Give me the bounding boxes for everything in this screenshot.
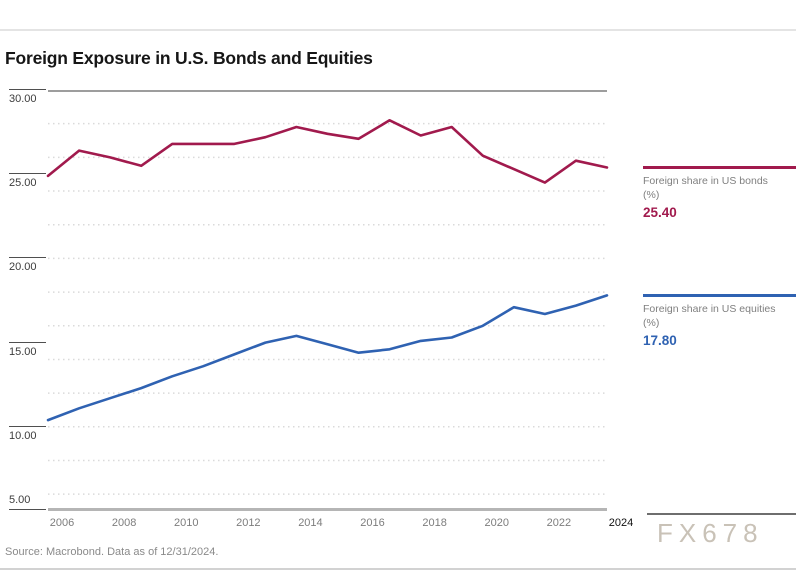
x-tick-2024: 2024 (608, 517, 634, 529)
x-tick-2020: 2020 (484, 517, 509, 529)
watermark-logo: FX678 (657, 517, 764, 548)
watermark: FX678 (647, 513, 796, 549)
legend-bonds-rule (643, 166, 796, 169)
x-tick-2014: 2014 (298, 517, 323, 529)
y-tick-15.00: 15.00 (9, 341, 46, 358)
legend-bonds: Foreign share in US bonds (%) 25.40 (643, 166, 796, 220)
legend-equities-rule (643, 294, 796, 297)
bottom-divider (0, 568, 796, 570)
y-tick-30.00: 30.00 (9, 89, 46, 105)
x-tick-2008: 2008 (111, 517, 137, 529)
x-tick-2012: 2012 (236, 517, 261, 529)
legend-bonds-value: 25.40 (643, 204, 677, 220)
series-bonds-line (46, 118, 609, 184)
x-tick-2022: 2022 (546, 517, 572, 529)
legend-equities-value: 17.80 (643, 332, 677, 348)
y-tick-5.00: 5.00 (9, 494, 46, 510)
series-equities-line (46, 294, 609, 422)
x-tick-2018: 2018 (422, 517, 447, 529)
x-tick-2010: 2010 (173, 517, 199, 529)
y-tick-25.00: 25.00 (9, 173, 46, 189)
legend-bonds-label: Foreign share in US bonds (%) (643, 174, 768, 201)
y-tick-20.00: 20.00 (9, 257, 46, 273)
y-tick-10.00: 10.00 (9, 425, 46, 442)
legend-equities-label: Foreign share in US equities (%) (643, 302, 776, 329)
watermark-divider (647, 513, 796, 515)
top-divider (0, 29, 796, 31)
plot-area (46, 90, 609, 511)
legend-equities: Foreign share in US equities (%) 17.80 (643, 294, 796, 348)
source-note: Source: Macrobond. Data as of 12/31/2024… (5, 546, 219, 558)
x-tick-2016: 2016 (360, 517, 385, 529)
line-chart (46, 90, 609, 511)
page-title: Foreign Exposure in U.S. Bonds and Equit… (5, 48, 373, 68)
x-tick-2006: 2006 (49, 517, 75, 529)
